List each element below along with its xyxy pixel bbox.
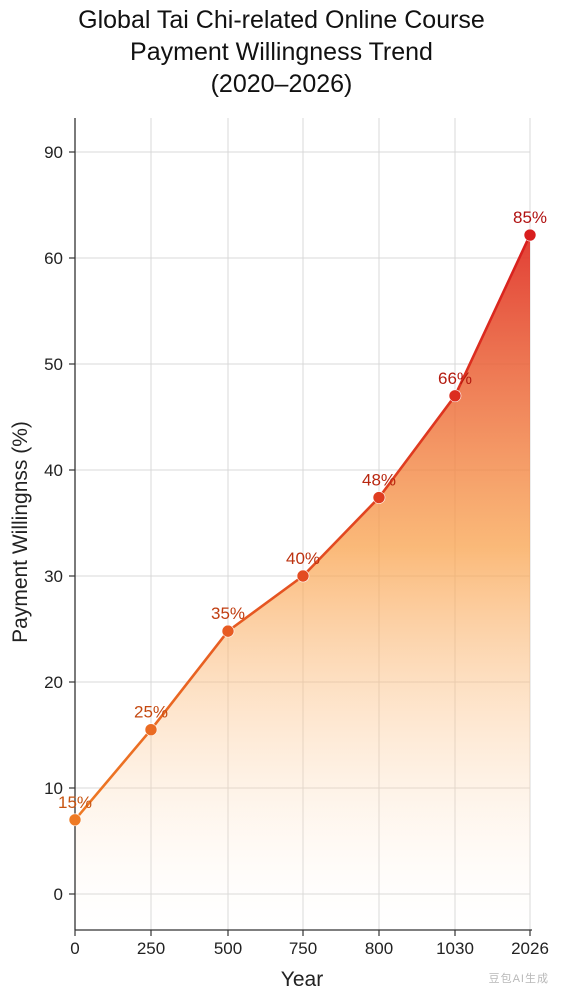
x-tick-label: 750 bbox=[289, 939, 317, 958]
watermark: 豆包AI生成 bbox=[488, 973, 549, 985]
x-tick-label: 800 bbox=[365, 939, 393, 958]
x-tick-label: 1030 bbox=[436, 939, 474, 958]
y-tick-label: 30 bbox=[44, 567, 63, 586]
x-tick-label: 500 bbox=[214, 939, 242, 958]
data-points bbox=[68, 228, 537, 827]
chart-title-line: Payment Willingness Trend bbox=[130, 38, 433, 66]
data-point bbox=[68, 813, 82, 827]
area-fill bbox=[75, 235, 530, 931]
y-tick-label: 10 bbox=[44, 779, 63, 798]
data-point bbox=[448, 389, 462, 403]
x-tick-label: 250 bbox=[137, 939, 165, 958]
chart-title: Global Tai Chi-related Online Course Pay… bbox=[0, 4, 563, 100]
x-axis-label: Year bbox=[281, 968, 323, 991]
x-axis-ticks: 0 250 500 750 800 1030 2026 bbox=[70, 930, 549, 958]
y-tick-label: 60 bbox=[44, 249, 63, 268]
data-labels: 15% 25% 35% 40% 48% 66% 85% bbox=[58, 208, 547, 812]
data-point bbox=[372, 491, 386, 504]
x-tick-label: 2026 bbox=[511, 939, 549, 958]
data-label: 85% bbox=[513, 208, 547, 227]
data-point bbox=[523, 228, 537, 242]
x-tick-label: 0 bbox=[70, 939, 79, 958]
data-label: 40% bbox=[286, 549, 320, 568]
y-tick-label: 40 bbox=[44, 461, 63, 480]
data-point bbox=[144, 723, 158, 737]
chart-title-line: Global Tai Chi-related Online Course bbox=[78, 6, 485, 34]
y-tick-label: 0 bbox=[54, 885, 63, 904]
data-label: 25% bbox=[134, 703, 168, 722]
y-tick-label: 20 bbox=[44, 673, 63, 692]
data-label: 66% bbox=[438, 369, 472, 388]
data-label: 35% bbox=[211, 604, 245, 623]
y-tick-label: 50 bbox=[44, 355, 63, 374]
chart-title-line: (2020–2026) bbox=[210, 70, 353, 98]
y-axis-label: Payment Willingnss (%) bbox=[9, 421, 32, 643]
data-point bbox=[221, 624, 235, 638]
area-fill-path bbox=[75, 235, 530, 931]
data-label: 15% bbox=[58, 793, 92, 812]
data-point bbox=[296, 569, 310, 583]
y-tick-label: 90 bbox=[44, 143, 63, 162]
y-axis-ticks: 0 10 20 30 40 50 60 90 bbox=[44, 143, 75, 904]
data-label: 48% bbox=[362, 471, 396, 490]
